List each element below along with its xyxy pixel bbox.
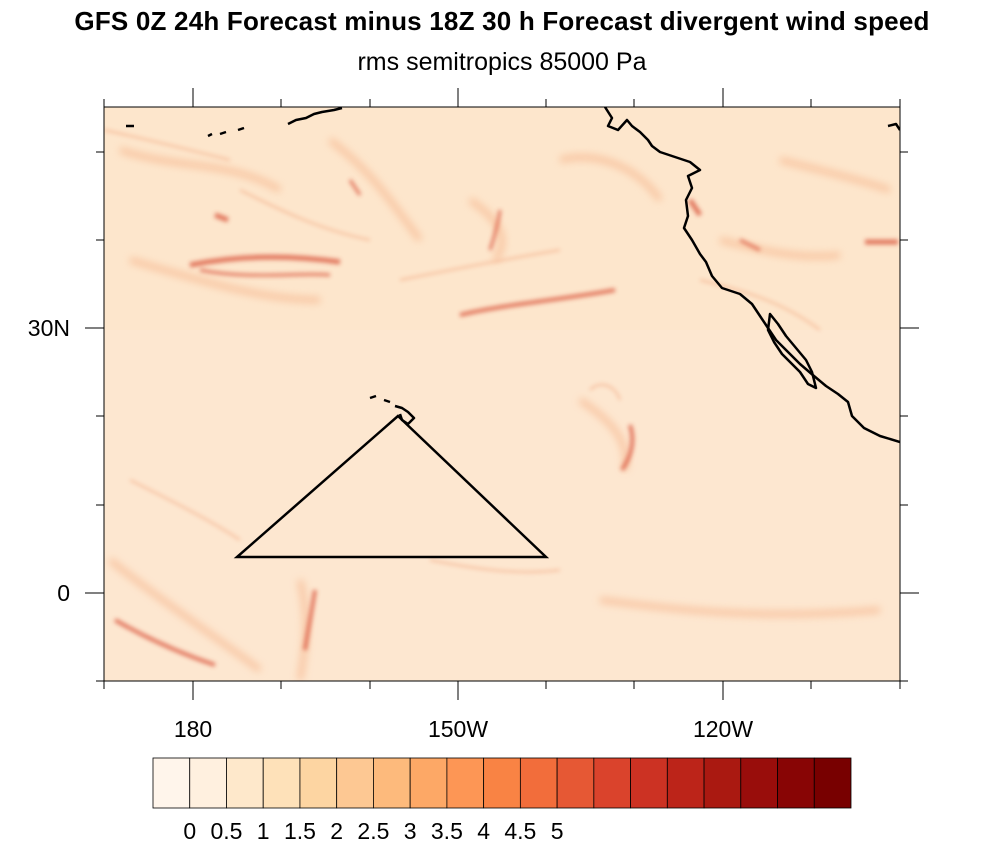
colorbar-label: 0.5 xyxy=(210,818,243,844)
north-america-coastline xyxy=(603,107,900,444)
lon-label-180: 180 xyxy=(173,716,213,742)
map-frame xyxy=(103,106,901,682)
baja-california-coastline xyxy=(766,312,818,390)
colorbar-swatch xyxy=(630,757,668,809)
colorbar-label: 1 xyxy=(256,818,270,844)
plot-title: GFS 0Z 24h Forecast minus 18Z 30 h Forec… xyxy=(74,6,930,36)
lat-label-0: 0 xyxy=(57,580,70,606)
colorbar-swatch xyxy=(666,757,705,809)
colorbar-swatch xyxy=(556,757,595,809)
colorbar-swatch xyxy=(226,757,264,809)
wind-speed-field xyxy=(104,129,900,681)
colorbar-swatch xyxy=(519,757,558,809)
colorbar-swatch xyxy=(813,757,852,809)
lon-label-120w: 120W xyxy=(692,716,754,742)
region-triangle xyxy=(233,414,550,559)
colorbar-label: 4 xyxy=(477,818,491,844)
colorbar-swatch xyxy=(593,757,631,809)
colorbar-label: 2 xyxy=(330,818,344,844)
colorbar-swatch xyxy=(409,757,448,809)
aleutian-islands xyxy=(126,107,343,138)
colorbar-swatch xyxy=(740,757,778,809)
colorbar-label: 1.5 xyxy=(283,818,316,844)
colorbar-label: 3.5 xyxy=(430,818,463,844)
colorbar-label: 2.5 xyxy=(357,818,390,844)
colorbar-label: 0 xyxy=(183,818,197,844)
colorbar-swatch xyxy=(189,757,227,809)
colorbar-label: 4.5 xyxy=(504,818,537,844)
colorbar-swatch xyxy=(336,757,374,809)
colorbar-swatch xyxy=(262,757,301,809)
colorbar-swatch xyxy=(703,757,742,809)
plot-subtitle: rms semitropics 85000 Pa xyxy=(357,48,647,76)
colorbar-swatch xyxy=(446,757,485,809)
lon-label-150w: 150W xyxy=(427,716,489,742)
colorbar xyxy=(152,757,852,809)
tick-marks xyxy=(85,88,919,700)
colorbar-swatch xyxy=(152,757,191,809)
colorbar-swatch xyxy=(483,757,521,809)
colorbar-swatch xyxy=(777,757,815,809)
colorbar-label: 3 xyxy=(403,818,417,844)
colorbar-swatch xyxy=(299,757,338,809)
colorbar-swatch xyxy=(373,757,411,809)
map-canvas xyxy=(85,88,919,700)
colorbar-label: 5 xyxy=(550,818,564,844)
lat-label-30n: 30N xyxy=(27,315,70,341)
